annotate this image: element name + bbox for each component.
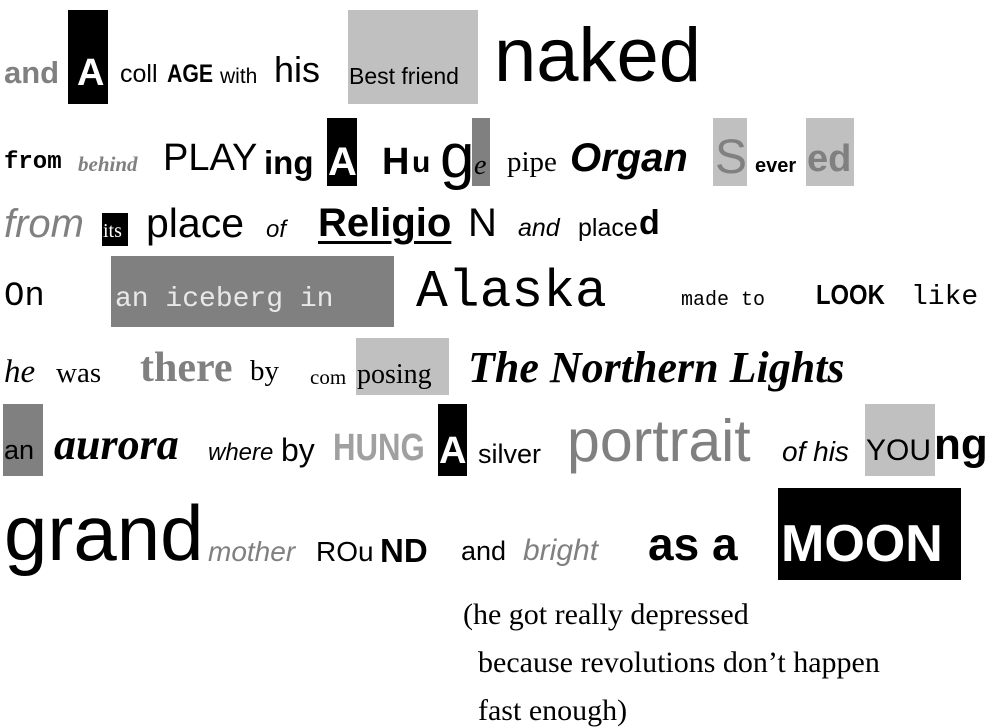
phrase-as-a: as a [648,518,738,570]
word-aurora: aurora [54,420,179,469]
phrase-the-northern-lights: The Northern Lights [468,343,845,392]
letter-a: A [77,52,105,94]
word-coll: coll [120,60,158,88]
letter-d: d [639,204,660,242]
phrase-made-to: made to [681,289,766,312]
word-posing: posing [357,359,432,390]
word-place2: place [578,214,638,242]
word-there: there [140,345,233,391]
word-with: with [220,65,258,88]
footnote-line-3: fast enough) [478,694,628,727]
word-an-box: an [3,404,43,476]
word-on: On [4,278,45,316]
word-like: like [911,282,979,313]
letter-a-block: A [68,10,108,104]
word-from2: from [4,202,84,246]
word-you-box: YOU [865,404,935,476]
word-ever: ever [755,155,797,177]
word-and: and [4,55,60,90]
word-grand: grand [4,489,204,577]
word-and3: and [461,536,507,566]
word-from: from [4,149,62,176]
letter-e-box: e [472,118,490,186]
word-hung: HUNG [333,427,425,469]
letter-a3: A [439,430,467,472]
word-ng: ng [934,420,988,469]
word-com: com [310,365,347,389]
word-by: by [250,355,279,387]
moon-block: MOON [778,488,961,580]
word-was: was [56,357,102,389]
word-ed: ed [807,138,852,180]
letter-a2: A [328,140,357,184]
word-organ: Organ [570,136,688,180]
word-by2: by [281,432,315,468]
word-bright: bright [523,534,599,567]
word-where: where [208,439,274,466]
word-age: AGE [167,60,214,88]
word-mother: mother [208,536,296,567]
footnote-line-2: because revolutions don’t happen [478,646,880,679]
word-he: he [4,354,36,390]
phrase-best-friend: Best friend [349,63,459,89]
word-its-block: its [102,213,128,246]
word-naked: naked [494,13,702,98]
word-an: an [4,435,35,465]
iceberg-box: an iceberg in [111,256,394,327]
phrase-an-iceberg-in: an iceberg in [115,284,334,315]
letter-a3-block: A [438,404,467,476]
word-and2: and [518,214,560,242]
word-ed-box: ed [806,118,854,186]
word-look: LOOK [816,279,885,310]
word-his: his [274,49,321,90]
letter-e: e [474,150,487,181]
word-pipe: pipe [507,146,557,178]
letter-h: H [382,141,410,183]
letter-s: S [715,131,748,184]
word-ing: ing [264,144,314,181]
word-you: YOU [866,434,932,467]
best-friend-box: Best friend [348,10,478,104]
letter-u: u [412,146,431,179]
word-nd: ND [380,532,428,569]
phrase-of-his: of his [782,436,849,467]
word-portrait: portrait [567,408,751,474]
posing-box: posing [356,338,449,395]
word-of: of [266,216,287,243]
footnote-line-1: (he got really depressed [463,598,749,631]
word-religio: Religio [318,201,452,245]
word-moon: MOON [781,515,943,573]
letter-g: g [440,122,475,191]
word-its: its [103,220,122,242]
word-alaska: Alaska [416,262,607,322]
word-behind: behind [78,152,138,176]
word-silver: silver [478,439,542,469]
letter-s-box: S [713,118,747,186]
word-play: PLAY [163,137,258,179]
word-place: place [146,200,245,246]
letter-n: N [468,201,497,245]
letter-a2-block: A [327,118,357,186]
word-rou: ROu [316,536,374,567]
